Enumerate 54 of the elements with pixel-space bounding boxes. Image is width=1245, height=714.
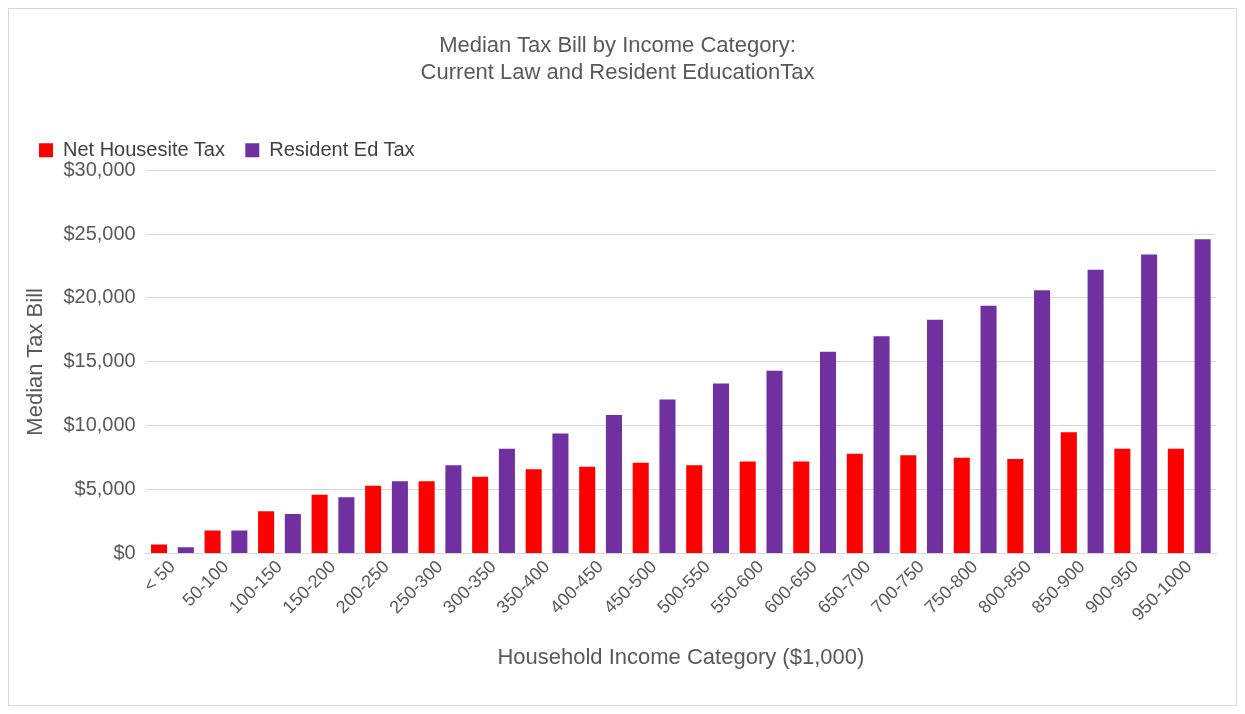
- bar: [1114, 448, 1131, 554]
- bar: [1034, 290, 1051, 554]
- bar: [846, 453, 863, 554]
- bar: [1194, 239, 1211, 554]
- bar: [579, 466, 596, 554]
- y-tick-label: $5,000: [74, 477, 136, 500]
- bar: [927, 319, 944, 554]
- bar: [819, 351, 837, 554]
- bar: [472, 476, 489, 554]
- y-tick-label: $10,000: [63, 413, 136, 436]
- bar: [151, 544, 168, 554]
- bar: [1167, 448, 1184, 554]
- bar: [311, 494, 328, 554]
- x-tick-label: < 50: [139, 556, 179, 596]
- bar: [793, 461, 810, 554]
- y-tick-label: $30,000: [63, 157, 136, 180]
- y-axis-title: Median Tax Bill: [22, 288, 48, 436]
- y-tick-label: $15,000: [63, 349, 136, 372]
- bar: [900, 455, 917, 554]
- bar: [204, 530, 221, 554]
- bar: [391, 481, 408, 554]
- bar: [284, 513, 301, 554]
- y-tick-label: $25,000: [63, 221, 136, 244]
- bar: [1060, 432, 1077, 554]
- x-axis-title: Household Income Category ($1,000): [497, 643, 865, 669]
- text: Median Tax Bill by Income Category:: [439, 32, 796, 58]
- bar: [552, 433, 569, 554]
- bar: [338, 497, 355, 554]
- bar: [177, 547, 194, 554]
- legend-label: Net Housesite Tax: [63, 137, 225, 160]
- bar: [231, 530, 248, 554]
- bar: [498, 448, 515, 554]
- bar: [659, 399, 676, 554]
- bar: [873, 336, 890, 554]
- bar: [739, 461, 756, 554]
- legend-label: Resident Ed Tax: [269, 137, 415, 160]
- bar: [1087, 269, 1104, 554]
- bar: [766, 370, 783, 554]
- bar: [953, 457, 970, 554]
- text: Current Law and Resident EducationTax: [420, 58, 815, 84]
- bar: [258, 511, 275, 554]
- bar: [525, 469, 542, 554]
- bar: [686, 465, 703, 554]
- bar: [1141, 254, 1158, 554]
- bar: [605, 414, 622, 554]
- y-tick-label: $0: [113, 541, 136, 564]
- bar: [1007, 458, 1024, 554]
- bar: [418, 481, 435, 554]
- bar: [365, 485, 382, 554]
- bar: [980, 305, 997, 554]
- bar: [632, 462, 649, 554]
- y-tick-label: $20,000: [63, 285, 136, 308]
- bar: [445, 465, 462, 554]
- bar: [712, 383, 730, 554]
